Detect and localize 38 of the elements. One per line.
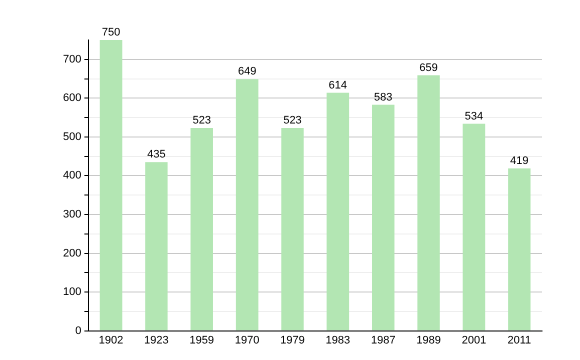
x-tick-label: 1979 [280,334,305,346]
bar [326,92,350,330]
data-label: 659 [419,62,438,74]
bar [417,75,440,330]
x-tick-label: 1987 [370,334,396,346]
bar [281,128,304,330]
y-tick-label: 200 [62,247,82,260]
bar [236,79,258,330]
data-label: 435 [147,148,166,161]
data-label: 534 [464,110,484,122]
x-tick-label: 1983 [326,334,350,346]
x-tick-label: 2011 [507,334,532,346]
x-tick-label: 1923 [144,334,169,346]
x-tick-label: 1959 [190,334,214,346]
x-tick-label: 2001 [462,334,486,346]
data-label: 649 [238,66,256,78]
data-label: 419 [510,154,528,167]
y-tick-label: 600 [62,92,82,104]
bar [372,104,394,330]
y-tick-label: 0 [75,324,82,337]
bar [190,128,213,330]
bar [145,162,168,330]
bar [100,40,122,330]
x-tick-label: 1970 [234,334,260,346]
x-tick-label: 1902 [98,334,124,346]
data-label: 614 [328,79,348,92]
y-tick-label: 500 [62,130,82,143]
data-label: 750 [102,26,120,39]
data-label: 583 [374,91,392,104]
x-tick-label: 1989 [416,334,441,346]
y-tick-label: 100 [62,286,82,298]
y-tick-label: 700 [62,53,82,66]
data-label: 523 [283,114,302,127]
data-label: 523 [192,114,211,127]
y-tick-label: 400 [62,170,82,182]
y-tick-label: 300 [62,208,82,221]
bar [508,168,531,330]
bar [462,124,486,330]
